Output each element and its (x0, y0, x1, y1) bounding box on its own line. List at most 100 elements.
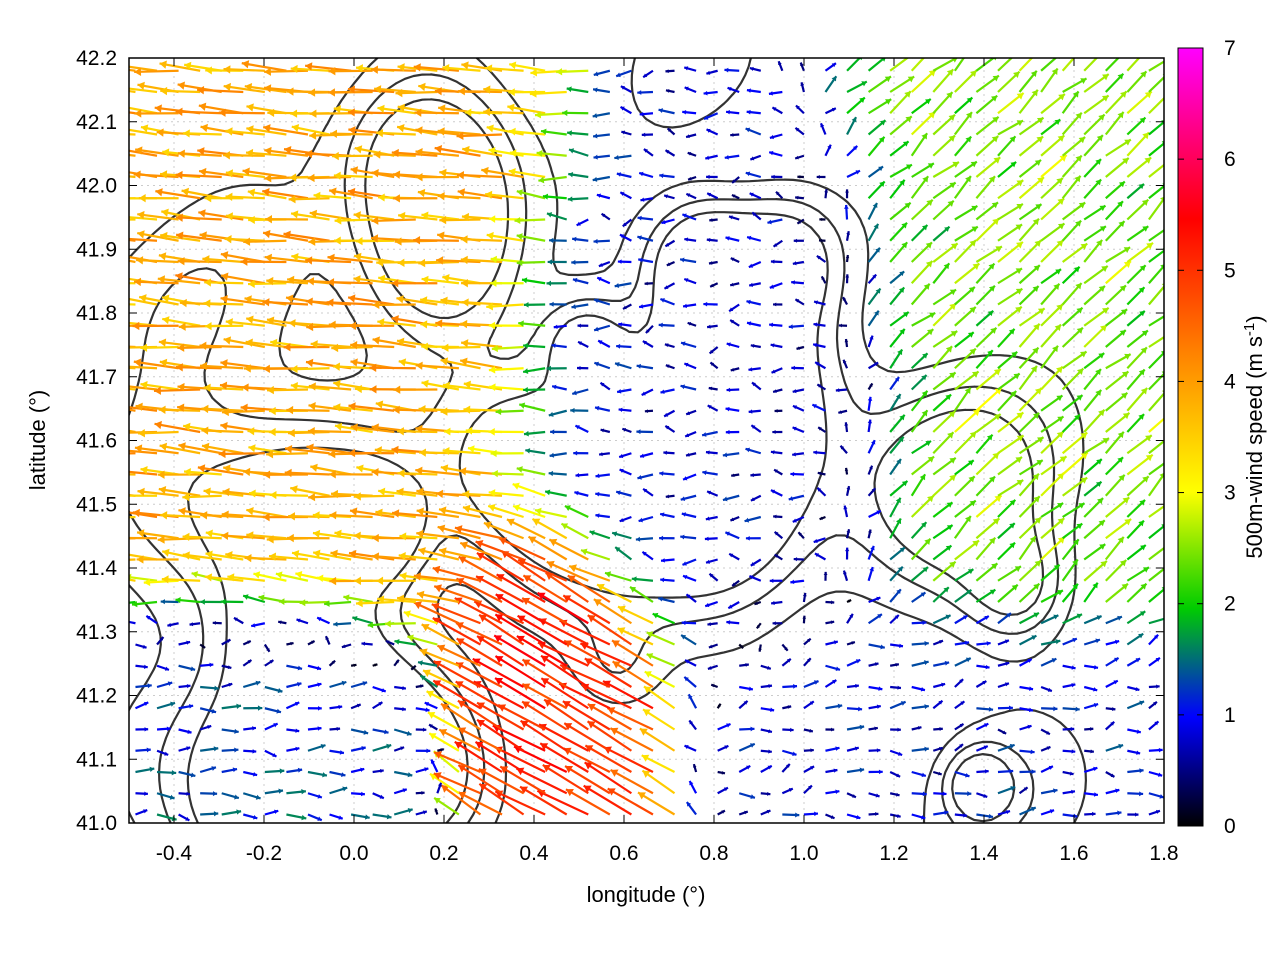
wind-arrow (565, 788, 611, 816)
wind-arrow (750, 343, 761, 349)
wind-arrow (846, 792, 857, 799)
wind-arrow (770, 450, 783, 455)
wind-arrow (767, 218, 783, 225)
wind-arrow (867, 223, 880, 242)
wind-arrow (932, 302, 957, 327)
wind-arrow (584, 744, 632, 773)
wind-arrow (846, 169, 861, 178)
wind-arrow (683, 277, 697, 285)
wind-arrow (413, 63, 460, 72)
wind-arrow (490, 255, 524, 264)
wind-arrow (1126, 58, 1141, 72)
wind-arrow (610, 768, 654, 795)
wind-arrow (437, 524, 481, 540)
wind-arrow (437, 192, 481, 201)
wind-arrow (1040, 118, 1061, 136)
wind-arrow (751, 381, 762, 391)
wind-arrow (264, 659, 275, 667)
wind-arrow (548, 470, 567, 477)
wind-arrow (803, 637, 812, 646)
wind-arrow (478, 782, 525, 816)
wind-arrow (911, 704, 929, 710)
wind-arrow (584, 657, 632, 688)
wind-arrow (932, 699, 944, 710)
wind-arrow (708, 386, 718, 391)
wind-arrow (136, 529, 179, 540)
wind-arrow (1104, 536, 1125, 561)
wind-arrow (621, 130, 632, 136)
wind-arrow (283, 343, 330, 352)
colorbar (1177, 47, 1204, 827)
wind-arrow (1084, 811, 1096, 817)
wind-arrow (997, 456, 1023, 476)
wind-arrow (394, 770, 413, 778)
wind-arrow (1018, 346, 1040, 369)
wind-arrow (134, 277, 179, 287)
wind-arrow (430, 759, 439, 773)
wind-arrow (844, 422, 849, 433)
wind-arrow (544, 489, 567, 497)
wind-arrow (889, 328, 906, 348)
wind-arrow (1018, 159, 1042, 178)
wind-arrow (889, 179, 906, 199)
wind-arrow (246, 125, 287, 136)
wind-arrow (1083, 306, 1110, 327)
wind-arrow (456, 637, 503, 667)
wind-arrow (705, 154, 718, 160)
wind-arrow (1018, 365, 1038, 391)
wind-arrow (457, 726, 503, 752)
wind-arrow (685, 452, 697, 457)
wind-arrow (432, 565, 481, 582)
wind-arrow (268, 552, 309, 561)
wind-arrow (813, 450, 826, 455)
wind-arrow (1105, 138, 1132, 157)
wind-arrow (641, 769, 676, 795)
wind-arrow (997, 70, 1021, 93)
wind-arrow (760, 764, 773, 773)
wind-arrow (781, 658, 792, 667)
wind-arrow (162, 316, 201, 327)
colorbar-tick-label: 1 (1224, 704, 1236, 727)
wind-arrow (663, 282, 676, 290)
wind-arrow (663, 194, 675, 200)
wind-arrow (1019, 769, 1036, 775)
wind-arrow (997, 743, 1015, 752)
wind-arrow (244, 82, 287, 94)
wind-arrow (348, 402, 395, 412)
wind-arrow (316, 616, 330, 625)
wind-arrow (327, 253, 373, 264)
wind-arrow (889, 348, 904, 369)
wind-arrow (1105, 518, 1132, 540)
wind-arrow (889, 813, 901, 819)
wind-arrow (1061, 306, 1084, 327)
wind-arrow (1105, 615, 1123, 625)
wind-arrow (1083, 94, 1110, 115)
wind-arrow (570, 407, 589, 414)
wind-arrow (975, 201, 999, 221)
wind-arrow (1127, 749, 1141, 755)
wind-arrow (1061, 90, 1080, 114)
wind-arrow (722, 494, 740, 502)
wind-arrow (1104, 111, 1125, 136)
wind-arrow (1148, 617, 1164, 625)
wind-arrow (264, 768, 285, 774)
wind-arrow (730, 367, 740, 372)
wind-arrow (1040, 134, 1066, 157)
wind-arrow (248, 489, 287, 498)
wind-arrow (731, 579, 740, 587)
wind-arrow (932, 113, 956, 136)
wind-arrow (1148, 472, 1164, 497)
wind-arrow (1040, 765, 1054, 773)
wind-arrow (288, 195, 330, 204)
wind-arrow (129, 470, 158, 476)
wind-arrow (933, 810, 949, 816)
wind-arrow (566, 86, 589, 94)
wind-arrow (546, 365, 567, 372)
wind-arrow (604, 571, 632, 582)
wind-arrow (817, 426, 827, 433)
wind-arrow (803, 748, 814, 753)
wind-arrow (708, 260, 718, 265)
wind-arrow (703, 301, 718, 307)
wind-arrow (434, 808, 439, 815)
wind-arrow (594, 361, 611, 370)
